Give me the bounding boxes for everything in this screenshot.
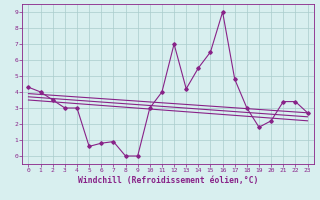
X-axis label: Windchill (Refroidissement éolien,°C): Windchill (Refroidissement éolien,°C) <box>78 176 258 185</box>
